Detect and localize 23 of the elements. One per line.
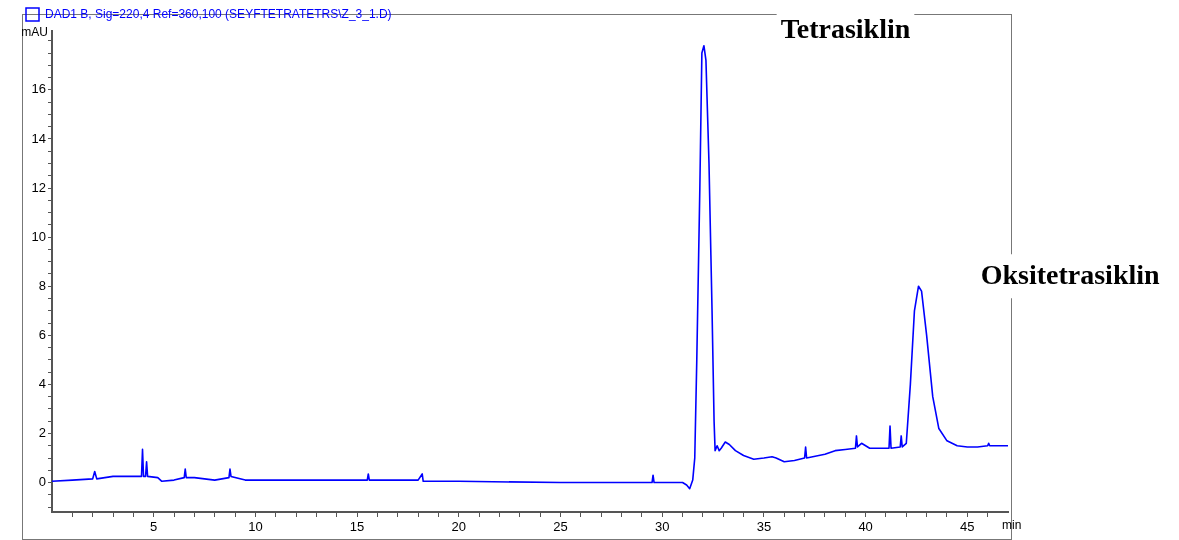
y-tick-label: 2 (38, 425, 46, 441)
x-tick-label: 5 (150, 519, 158, 535)
x-tick-label: 10 (248, 519, 263, 535)
x-tick-label: 30 (654, 519, 670, 535)
x-tick-label: 20 (451, 519, 467, 535)
y-tick-label: 12 (31, 179, 46, 195)
y-tick-label: 14 (31, 130, 46, 146)
x-tick-label: 40 (858, 519, 873, 535)
y-axis-title: mAU (21, 25, 48, 40)
annotation: Oksitetrasiklin (980, 258, 1161, 290)
y-tick-label: 6 (38, 326, 46, 342)
y-tick-label: 8 (38, 277, 46, 293)
x-tick-label: 15 (349, 519, 365, 535)
annotation: Tetrasiklin (780, 13, 911, 45)
y-tick-label: 4 (38, 375, 46, 391)
x-tick-label: 35 (756, 519, 772, 535)
y-tick-label: 0 (38, 474, 46, 490)
x-tick-label: 25 (553, 519, 568, 535)
x-tick-label: 45 (960, 519, 975, 535)
x-axis-title: min (1002, 518, 1022, 533)
legend-label: DAD1 B, Sig=220,4 Ref=360,100 (SEYFTETRATETRS\Z_3_1.D) (45, 6, 392, 21)
y-tick-label: 10 (31, 228, 46, 244)
y-tick-label: 16 (31, 81, 46, 97)
